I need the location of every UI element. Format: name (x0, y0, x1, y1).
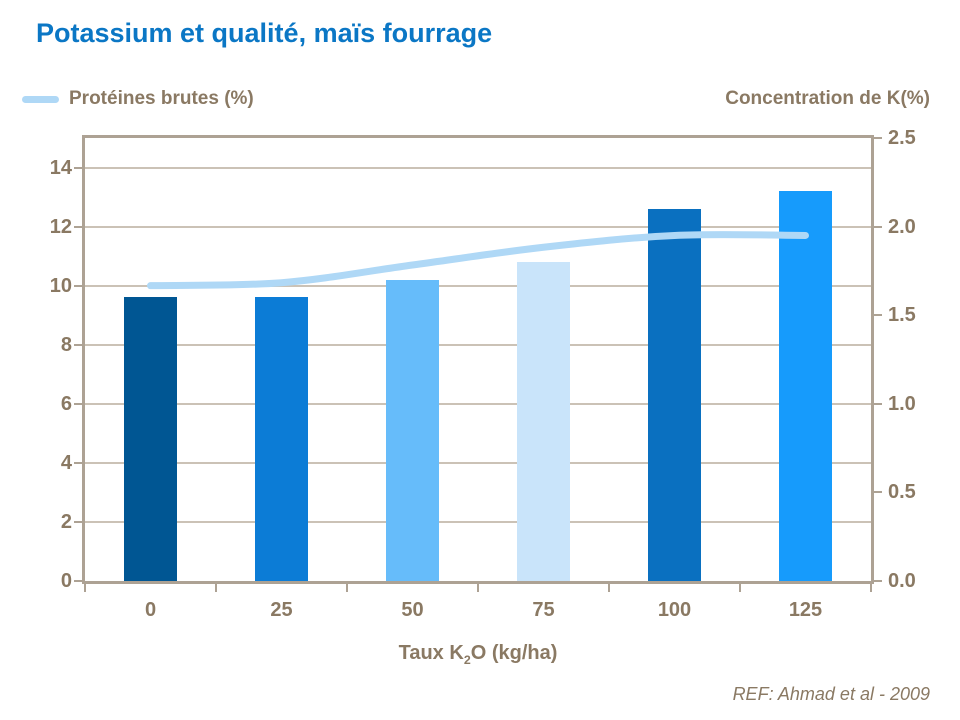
x-axis-tick (215, 584, 217, 592)
left-axis-tick-label: 8 (60, 333, 72, 356)
bar-125 (779, 191, 832, 581)
legend-line-label: Protéines brutes (%) (69, 88, 254, 109)
right-axis-labels: 2.5 2.0 1.5 1.0 0.5 0.0 (888, 128, 952, 591)
x-axis-tick-label: 0 (144, 599, 157, 621)
right-axis-tick-label: 2.5 (888, 127, 916, 149)
x-axis-tick (84, 584, 86, 592)
bar-100 (648, 208, 701, 581)
right-axis-tick-label: 0.0 (888, 570, 916, 592)
gridline-6 (85, 402, 871, 405)
x-axis-title-text: Taux K (398, 642, 464, 664)
x-axis-labels: 0 25 50 75 100 125 (85, 600, 871, 624)
gridline-12 (85, 225, 871, 228)
left-axis-tick-label: 12 (49, 215, 72, 238)
left-axis-tick-label: 4 (60, 451, 72, 474)
bar-0 (124, 297, 177, 581)
gridline-2 (85, 520, 871, 523)
left-axis-tick (74, 343, 82, 346)
left-axis-tick-label: 6 (60, 392, 72, 415)
left-axis-tick-label: 14 (49, 156, 72, 179)
plot-area (74, 135, 882, 592)
left-axis-tick-label: 10 (49, 274, 72, 297)
left-axis-tick-label: 0 (60, 570, 72, 592)
gridline-8 (85, 343, 871, 346)
x-axis-tick-label: 125 (788, 599, 823, 621)
right-axis-tick-label: 0.5 (888, 481, 916, 504)
left-axis-labels: 14 12 10 8 6 4 2 0 (0, 138, 72, 591)
reference-text: REF: Ahmad et al - 2009 (732, 684, 930, 704)
bar-75 (517, 262, 570, 581)
bar-50 (386, 279, 439, 581)
left-axis-tick (74, 402, 82, 405)
right-axis-tick-label: 2.0 (888, 215, 916, 238)
gridline-4 (85, 461, 871, 464)
legend: Protéines brutes (%) (22, 88, 254, 110)
x-axis-tick-label: 100 (657, 599, 692, 621)
x-axis-title-subscript: 2 (463, 653, 471, 667)
x-axis-title-suffix: O (kg/ha) (470, 642, 558, 664)
right-axis-tick (874, 580, 882, 582)
left-axis-tick (74, 461, 82, 464)
x-axis-tick-label: 50 (401, 599, 424, 621)
left-axis-tick (74, 284, 82, 287)
gridline-14 (85, 166, 871, 169)
x-axis-title: Taux K2O (kg/ha) (85, 642, 871, 667)
line-proteines (147, 231, 809, 290)
x-axis-tick (739, 584, 741, 592)
right-axis-tick-label: 1.0 (888, 392, 916, 415)
right-axis-tick (874, 314, 882, 317)
x-axis-tick (870, 584, 872, 592)
legend-line-swatch (22, 95, 59, 103)
x-axis-tick-label: 75 (532, 599, 555, 621)
right-axis-tick (874, 225, 882, 228)
left-axis-tick (74, 580, 82, 582)
right-axis-tick (874, 137, 882, 139)
x-axis-tick (477, 584, 479, 592)
right-axis-tick (874, 402, 882, 405)
bar-25 (255, 297, 308, 581)
gridline-10 (85, 284, 871, 287)
right-axis-tick (874, 491, 882, 494)
x-axis-tick-label: 25 (270, 599, 293, 621)
left-axis-tick-label: 2 (60, 510, 72, 533)
line-series-layer (147, 231, 809, 290)
left-axis-tick (74, 225, 82, 228)
right-axis-tick-label: 1.5 (888, 304, 916, 327)
x-axis-tick (346, 584, 348, 592)
left-axis-tick (74, 166, 82, 169)
chart-title: Potassium et qualité, maïs fourrage (36, 18, 493, 48)
right-axis-title: Concentration de K(%) (725, 88, 930, 109)
x-axis-tick (608, 584, 610, 592)
left-axis-tick (74, 520, 82, 523)
